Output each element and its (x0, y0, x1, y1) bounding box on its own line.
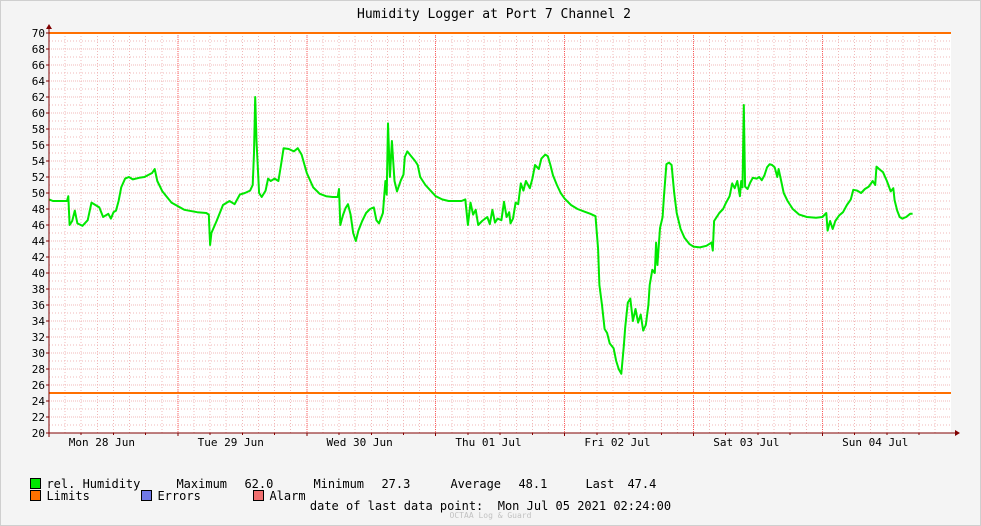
y-tick-label: 48 (32, 203, 45, 216)
last-value: 47.4 (627, 477, 657, 491)
legend-alarm-label: Alarm (269, 489, 306, 503)
y-tick-label: 54 (32, 155, 46, 168)
y-tick-label: 68 (32, 43, 45, 56)
last-data-point-value: Mon Jul 05 2021 02:24:00 (497, 499, 672, 513)
y-tick-label: 58 (32, 123, 45, 136)
series-layer (48, 96, 913, 375)
y-tick-label: 20 (32, 427, 45, 440)
errors-swatch (141, 490, 153, 501)
last-data-point: date of last data point: Mon Jul 05 2021… (0, 499, 981, 513)
y-tick-label: 26 (32, 379, 45, 392)
y-tick-label: 30 (32, 347, 45, 360)
y-tick-label: 42 (32, 251, 45, 264)
y-tick-label: 34 (32, 315, 46, 328)
alarm-swatch (253, 490, 265, 501)
y-tick-label: 28 (32, 363, 45, 376)
y-tick-label: 38 (32, 283, 45, 296)
last-data-point-label: date of last data point: (309, 499, 484, 513)
minimum-label: Minimum (313, 477, 365, 491)
x-axis-arrow (955, 430, 960, 436)
x-tick-label: Sun 04 Jul (842, 436, 908, 449)
y-tick-label: 40 (32, 267, 45, 280)
y-tick-label: 32 (32, 331, 45, 344)
series-line-humidity (48, 96, 913, 375)
y-tick-label: 52 (32, 171, 45, 184)
chart-title: Humidity Logger at Port 7 Channel 2 (357, 7, 631, 22)
limit-lines (49, 32, 951, 394)
maximum-label: Maximum (176, 477, 228, 491)
minimum-value: 27.3 (381, 477, 411, 491)
legend-series-row: rel. Humidity Maximum 62.0 Minimum 27.3 Avera… (16, 463, 656, 491)
y-tick-label: 46 (32, 219, 45, 232)
y-axis-arrow (46, 24, 52, 29)
average-value: 48.1 (518, 477, 548, 491)
y-tick-label: 44 (32, 235, 46, 248)
x-tick-label: Thu 01 Jul (455, 436, 521, 449)
y-tick-label: 64 (32, 75, 46, 88)
legend-status-row: Limits Errors Alarm (16, 475, 306, 503)
x-tick-label: Wed 30 Jun (327, 436, 393, 449)
average-label: Average (450, 477, 502, 491)
y-tick-label: 50 (32, 187, 45, 200)
x-tick-label: Fri 02 Jul (584, 436, 650, 449)
x-tick-label: Sat 03 Jul (713, 436, 779, 449)
credit-text: OCTAA Log & Guard (449, 511, 532, 520)
axes (46, 24, 960, 437)
last-label: Last (585, 477, 615, 491)
legend-series-label: rel. Humidity (46, 477, 141, 491)
y-tick-label: 60 (32, 107, 45, 120)
maximum-value: 62.0 (244, 477, 274, 491)
x-tick-label: Mon 28 Jun (69, 436, 135, 449)
x-tick-label: Tue 29 Jun (198, 436, 264, 449)
legend-errors-label: Errors (157, 489, 201, 503)
y-tick-label: 24 (32, 395, 46, 408)
y-tick-label: 62 (32, 91, 45, 104)
y-tick-label: 66 (32, 59, 45, 72)
y-tick-labels: 20 22 24 26 28 30 32 34 36 38 40 42 44 46 48 50 52 54 56 58… (32, 27, 46, 440)
series-swatch (30, 478, 42, 489)
x-tick-labels: Mon 28 Jun Tue 29 Jun Wed 30 Jun Thu 01 Jul… (69, 436, 909, 449)
y-tick-label: 70 (32, 27, 45, 40)
y-tick-label: 22 (32, 411, 45, 424)
legend-limits-label: Limits (46, 489, 90, 503)
y-tick-label: 36 (32, 299, 45, 312)
y-tick-label: 56 (32, 139, 45, 152)
limits-swatch (30, 490, 42, 501)
